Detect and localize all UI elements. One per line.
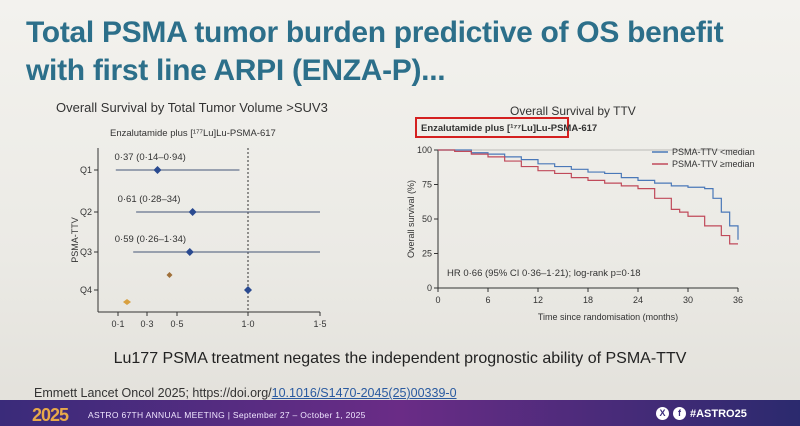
km-y-tick-label: 0 — [427, 283, 432, 293]
km-legend-label: PSMA-TTV ≥median — [672, 159, 754, 169]
forest-row-label: Q1 — [80, 165, 92, 175]
forest-row-label: Q4 — [80, 285, 92, 295]
km-series-line — [438, 149, 738, 245]
km-x-tick-label: 0 — [435, 295, 440, 305]
km-legend-label: PSMA-TTV <median — [672, 147, 755, 157]
forest-row-label: Q2 — [80, 207, 92, 217]
forest-hr-label: 0·61 (0·28–34) — [118, 194, 181, 205]
forest-hr-label: 0·59 (0·26–1·34) — [115, 234, 186, 245]
km-x-tick-label: 12 — [533, 295, 543, 305]
conclusion-text: Lu177 PSMA treatment negates the indepen… — [113, 350, 687, 367]
slide-title: Total PSMA tumor burden predictive of OS… — [26, 14, 796, 90]
km-subtitle: Enzalutamide plus [¹⁷⁷Lu]Lu-PSMA-617 — [421, 123, 597, 134]
forest-y-label: PSMA-TTV — [70, 217, 80, 263]
km-y-label: Overall survival (%) — [406, 180, 416, 258]
forest-hr-marker — [185, 248, 194, 256]
doi-link[interactable]: 10.1016/S1470-2045(25)00339-0 — [271, 386, 457, 400]
km-subtitle-box — [415, 117, 569, 138]
citation: Emmett Lancet Oncol 2025; https://doi.or… — [34, 386, 457, 400]
meeting-info: ASTRO 67TH ANNUAL MEETING | September 27… — [88, 410, 366, 420]
x-social-icon[interactable]: X — [656, 407, 669, 420]
forest-x-tick-label: 0·5 — [170, 319, 183, 329]
km-x-tick-label: 6 — [485, 295, 490, 305]
km-x-tick-label: 18 — [583, 295, 593, 305]
forest-row-label: Q3 — [80, 247, 92, 257]
hashtag: #ASTRO25 — [690, 408, 747, 420]
km-x-label: Time since randomisation (months) — [538, 312, 678, 322]
km-x-tick-label: 24 — [633, 295, 643, 305]
forest-hr-marker — [244, 286, 252, 294]
forest-plot-title: Overall Survival by Total Tumor Volume >… — [56, 100, 328, 115]
km-x-tick-label: 36 — [733, 295, 743, 305]
km-y-tick-label: 25 — [422, 249, 432, 259]
astro-logo: 2025 — [32, 405, 69, 425]
km-plot-title: Overall Survival by TTV — [510, 104, 636, 118]
citation-text: Emmett Lancet Oncol 2025; https://doi.or… — [34, 386, 272, 400]
forest-hr-label: 0·37 (0·14–0·94) — [115, 152, 186, 163]
forest-subtitle: Enzalutamide plus [¹⁷⁷Lu]Lu-PSMA-617 — [110, 128, 276, 139]
km-y-tick-label: 75 — [422, 180, 432, 190]
forest-hr-marker — [188, 208, 197, 216]
km-annotation: HR 0·66 (95% CI 0·36–1·21); log-rank p=0… — [447, 268, 641, 279]
forest-x-tick-label: 1·0 — [241, 319, 254, 329]
facebook-icon[interactable]: f — [673, 407, 686, 420]
title-line-1: Total PSMA tumor burden predictive of OS… — [26, 16, 724, 49]
km-y-tick-label: 100 — [417, 145, 432, 155]
forest-x-tick-label: 1·5 — [313, 319, 326, 329]
forest-extra-marker — [166, 272, 173, 278]
km-series-line — [438, 149, 739, 240]
km-x-tick-label: 30 — [683, 295, 693, 305]
km-y-tick-label: 50 — [422, 214, 432, 224]
forest-extra-marker — [123, 299, 131, 305]
forest-x-tick-label: 0·1 — [111, 319, 124, 329]
title-line-2: with first line ARPI (ENZA-P)... — [26, 54, 446, 87]
forest-hr-marker — [153, 166, 162, 174]
forest-x-tick-label: 0·3 — [140, 319, 153, 329]
